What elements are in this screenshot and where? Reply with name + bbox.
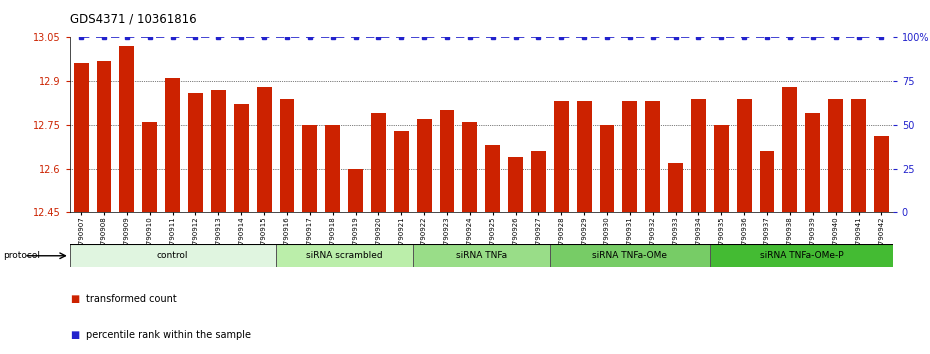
Text: siRNA TNFa: siRNA TNFa: [456, 251, 507, 260]
Text: ■: ■: [70, 330, 79, 340]
Bar: [577, 102, 591, 212]
Text: protocol: protocol: [3, 251, 40, 260]
Text: ■: ■: [70, 295, 79, 304]
Bar: [600, 125, 615, 212]
Bar: [737, 98, 751, 212]
Bar: [257, 87, 272, 212]
Bar: [348, 169, 363, 212]
Bar: [70, 244, 275, 267]
Bar: [166, 78, 180, 212]
Bar: [874, 136, 889, 212]
Bar: [645, 102, 660, 212]
Bar: [280, 98, 295, 212]
Bar: [508, 157, 523, 212]
Text: transformed count: transformed count: [86, 295, 178, 304]
Bar: [462, 122, 477, 212]
Bar: [97, 61, 112, 212]
Bar: [73, 63, 88, 212]
Bar: [829, 98, 844, 212]
Bar: [550, 244, 710, 267]
Bar: [440, 110, 455, 212]
Bar: [714, 125, 729, 212]
Bar: [371, 113, 386, 212]
Bar: [326, 125, 340, 212]
Bar: [233, 104, 248, 212]
Bar: [211, 90, 226, 212]
Bar: [782, 87, 797, 212]
Bar: [691, 98, 706, 212]
Text: percentile rank within the sample: percentile rank within the sample: [86, 330, 251, 340]
Bar: [851, 98, 866, 212]
Bar: [622, 102, 637, 212]
Bar: [554, 102, 569, 212]
Bar: [188, 93, 203, 212]
Text: GDS4371 / 10361816: GDS4371 / 10361816: [70, 12, 196, 25]
Text: control: control: [157, 251, 189, 260]
Bar: [805, 113, 820, 212]
Bar: [142, 122, 157, 212]
Bar: [760, 151, 775, 212]
Bar: [668, 163, 683, 212]
Bar: [417, 119, 432, 212]
Bar: [485, 145, 500, 212]
Text: siRNA scrambled: siRNA scrambled: [306, 251, 382, 260]
Text: siRNA TNFa-OMe-P: siRNA TNFa-OMe-P: [760, 251, 844, 260]
Bar: [302, 125, 317, 212]
Bar: [275, 244, 413, 267]
Bar: [393, 131, 408, 212]
Bar: [119, 46, 134, 212]
Bar: [710, 244, 893, 267]
Bar: [413, 244, 550, 267]
Bar: [531, 151, 546, 212]
Text: siRNA TNFa-OMe: siRNA TNFa-OMe: [592, 251, 668, 260]
